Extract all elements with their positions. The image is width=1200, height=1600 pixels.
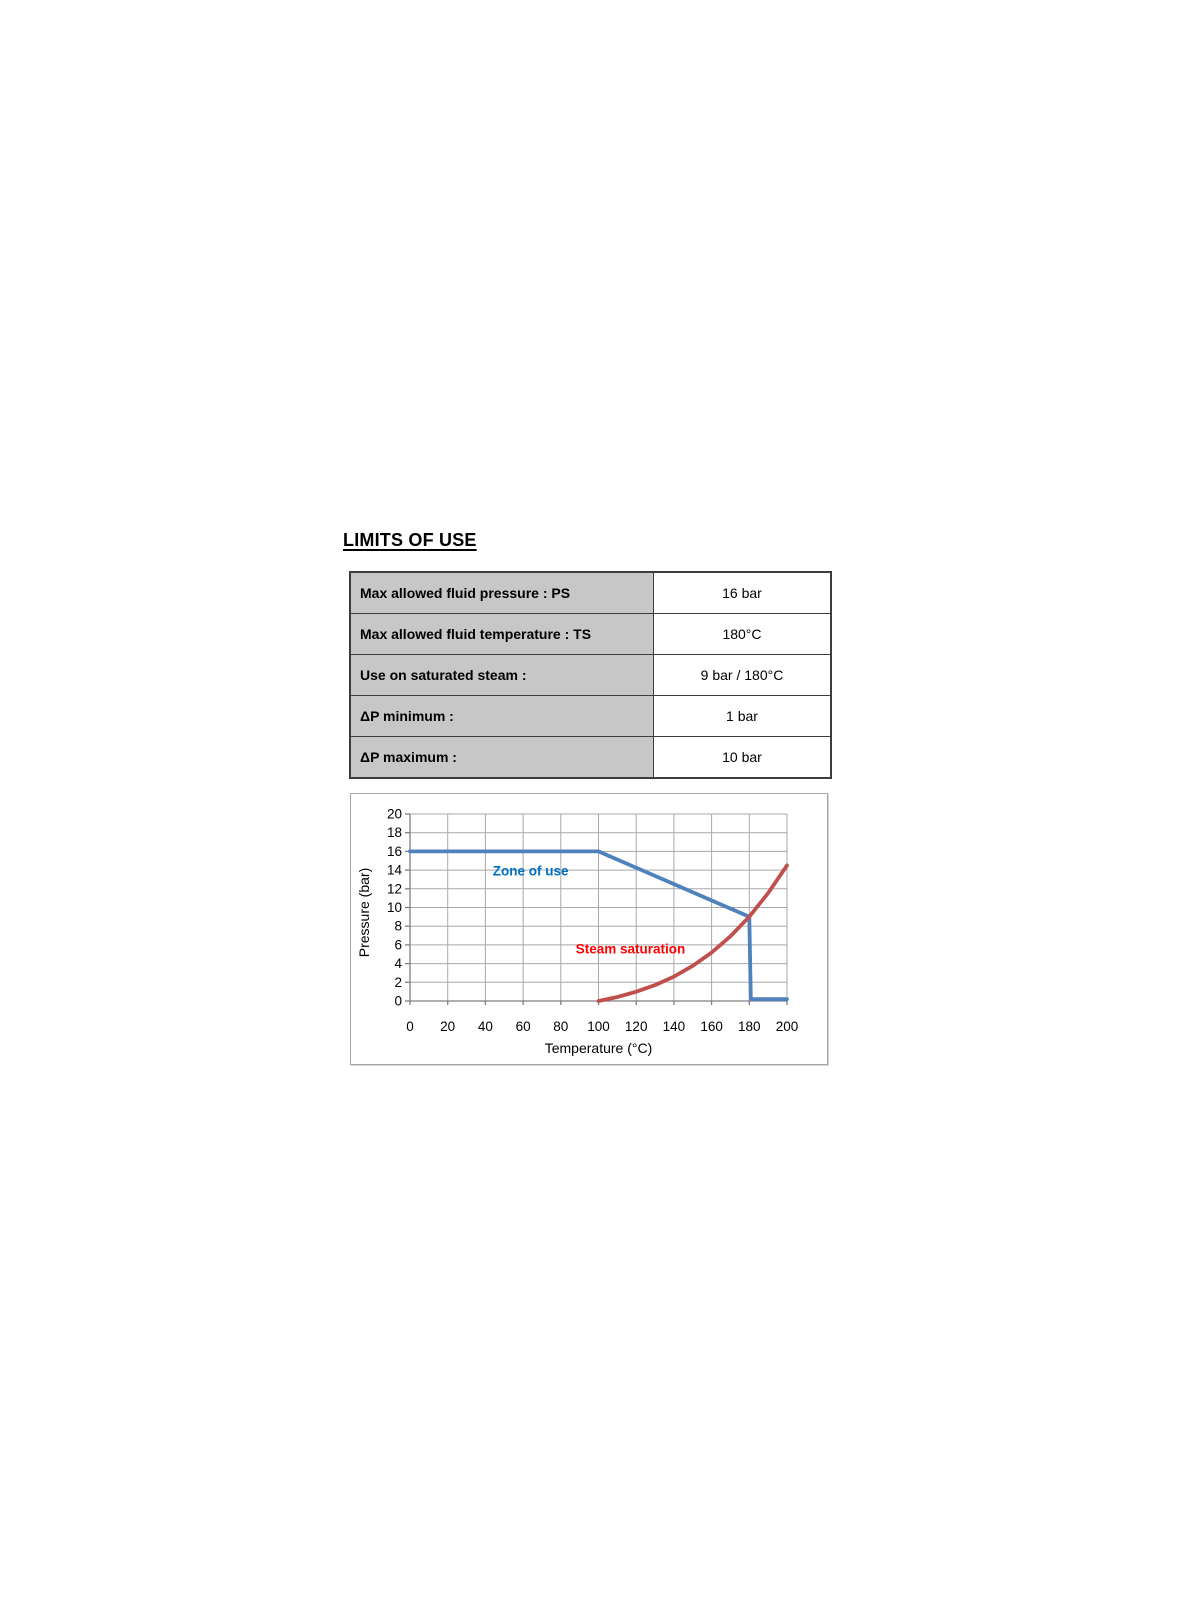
x-tick-label: 0: [406, 1019, 414, 1034]
x-tick-label: 60: [516, 1019, 531, 1034]
series-label-zone-of-use: Zone of use: [493, 864, 569, 879]
table-row: ΔP minimum :1 bar: [349, 695, 832, 737]
row-label: ΔP maximum :: [349, 736, 654, 779]
y-tick-label: 8: [394, 919, 402, 934]
row-label: Use on saturated steam :: [349, 654, 654, 696]
y-tick-label: 10: [387, 900, 402, 915]
table-row: Max allowed fluid temperature : TS 180°C: [349, 613, 832, 655]
y-tick-label: 2: [394, 975, 402, 990]
y-tick-label: 18: [387, 825, 402, 840]
page-title: LIMITS OF USE: [343, 530, 477, 550]
x-tick-label: 20: [440, 1019, 455, 1034]
row-label: ΔP minimum :: [349, 695, 654, 737]
x-tick-label: 100: [587, 1019, 610, 1034]
y-tick-label: 12: [387, 881, 402, 896]
y-tick-label: 20: [387, 807, 402, 822]
x-tick-label: 40: [478, 1019, 493, 1034]
chart-canvas: 0 20 40 60 80 100 120 140 160 180 200 0 2 4 6 8 10 12 14 16…: [356, 807, 799, 1057]
x-tick-label: 120: [625, 1019, 648, 1034]
row-value: 1 bar: [653, 695, 832, 737]
row-value: 10 bar: [653, 736, 832, 779]
x-tick-label: 180: [738, 1019, 761, 1034]
row-value: 9 bar / 180°C: [653, 654, 832, 696]
row-label: Max allowed fluid temperature : TS: [349, 613, 654, 655]
table-row: Max allowed fluid pressure : PS 16 bar: [349, 571, 832, 614]
table-row: Use on saturated steam :9 bar / 180°C: [349, 654, 832, 696]
y-tick-label: 0: [394, 994, 402, 1009]
x-axis-title: Temperature (°C): [545, 1040, 653, 1056]
limits-table: Max allowed fluid pressure : PS 16 bar Max…: [349, 571, 832, 779]
x-tick-label: 160: [700, 1019, 723, 1034]
table-row: ΔP maximum :10 bar: [349, 736, 832, 779]
y-tick-label: 14: [387, 863, 403, 878]
row-value: 180°C: [653, 613, 832, 655]
y-axis-title: Pressure (bar): [356, 868, 372, 957]
y-tick-label: 16: [387, 844, 402, 859]
x-tick-label: 140: [663, 1019, 686, 1034]
series-label-steam-saturation: Steam saturation: [576, 941, 686, 956]
x-tick-label: 200: [776, 1019, 799, 1034]
limits-table-body: Max allowed fluid pressure : PS 16 bar Max…: [349, 571, 832, 779]
row-value: 16 bar: [653, 571, 832, 614]
y-tick-label: 4: [394, 956, 402, 971]
row-label: Max allowed fluid pressure : PS: [349, 571, 654, 614]
series-line-steam-saturation: [596, 863, 789, 1003]
y-tick-label: 6: [394, 937, 402, 952]
x-tick-label: 80: [553, 1019, 568, 1034]
pressure-temperature-chart: 0 20 40 60 80 100 120 140 160 180 200 0 2 4 6 8 10 12 14 16…: [350, 793, 828, 1065]
